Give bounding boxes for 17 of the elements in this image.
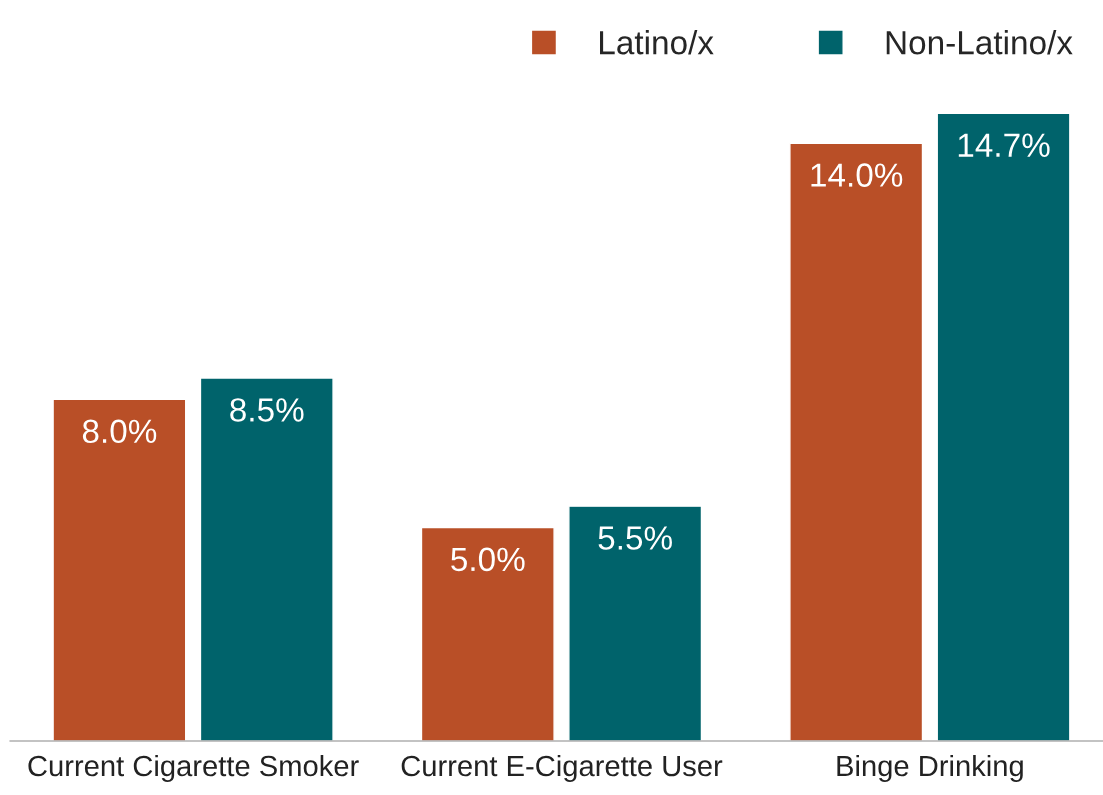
data-label: 8.5% <box>230 398 304 422</box>
bar <box>52 398 187 741</box>
data-label: 5.0% <box>451 547 525 572</box>
legend-label: Latino/x <box>600 30 714 55</box>
bar <box>199 377 334 741</box>
x-tick-label: Binge Drinking <box>837 754 1023 783</box>
data-label: 8.0% <box>82 419 157 444</box>
bar <box>420 526 555 741</box>
bar <box>789 142 924 741</box>
legend-label: Non-Latino/x <box>886 30 1073 55</box>
data-label: 14.0% <box>811 163 903 187</box>
data-label: 5.5% <box>598 526 672 550</box>
x-tick-label: Current Cigarette Smoker <box>28 754 359 783</box>
bar <box>936 112 1071 741</box>
data-label: 14.7% <box>958 133 1050 157</box>
bar <box>568 505 703 741</box>
x-tick-label: Current E-Cigarette User <box>401 754 723 783</box>
